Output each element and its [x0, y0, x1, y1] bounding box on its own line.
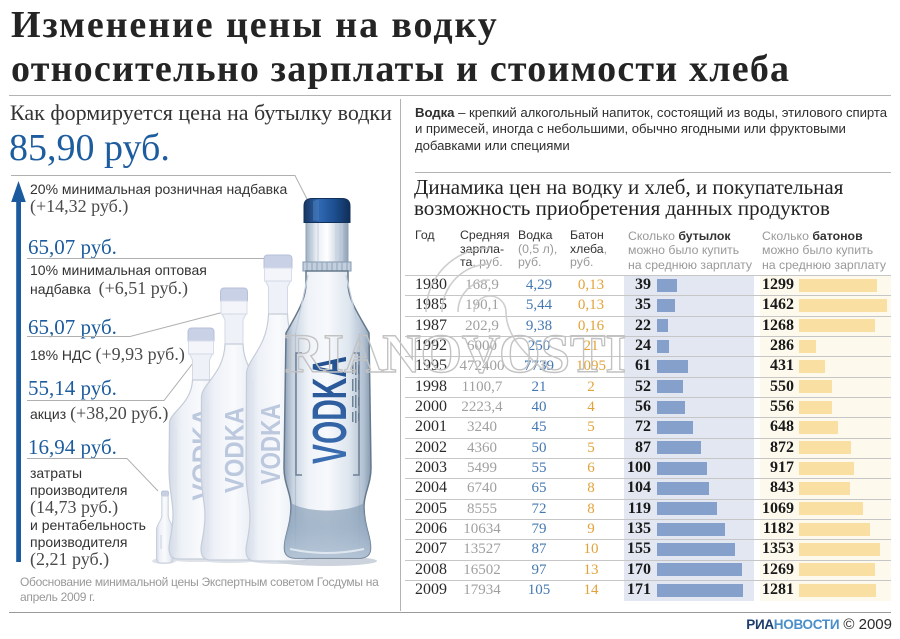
svg-text:VODKA: VODKA: [255, 404, 286, 485]
svg-text:VODKA: VODKA: [220, 407, 250, 493]
svg-text:VODKA: VODKA: [304, 356, 357, 464]
